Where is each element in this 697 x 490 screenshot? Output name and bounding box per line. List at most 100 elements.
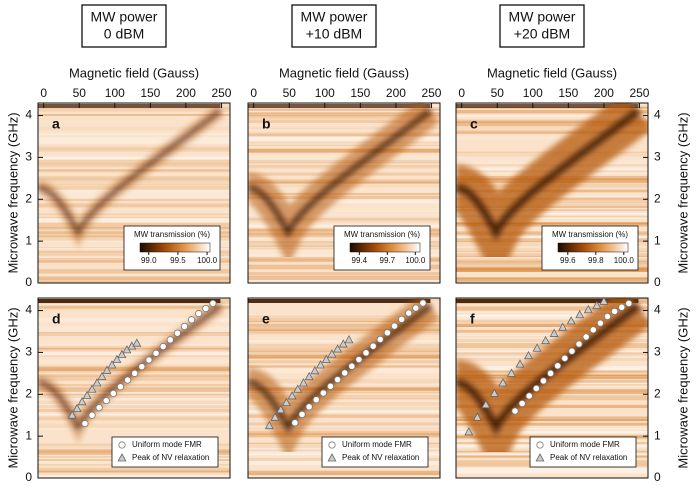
heatmap-stripe <box>38 109 230 112</box>
heatmap-stripe <box>38 349 230 355</box>
heatmap-stripe <box>248 273 440 279</box>
heatmap-stripe <box>38 398 230 401</box>
heatmap-stripe <box>38 470 230 473</box>
heatmap-stripe <box>38 330 230 333</box>
scatter-point <box>166 336 174 344</box>
heatmap-stripe <box>248 219 440 223</box>
scatter-point <box>316 360 326 369</box>
heatmap-stripe <box>456 109 648 113</box>
scatter-point <box>304 371 314 381</box>
scatter-point <box>116 383 125 391</box>
heatmap-stripe <box>456 108 648 110</box>
y-tick-label: 2 <box>654 191 661 205</box>
scatter-point <box>546 369 555 377</box>
scatter-point <box>87 384 97 393</box>
heatmap-stripe <box>248 107 440 111</box>
heatmap-stripe <box>456 472 648 474</box>
heatmap-stripe <box>456 120 648 124</box>
legend-box <box>529 436 637 468</box>
scatter-point <box>81 419 89 428</box>
y-tick-label: 0 <box>654 275 661 289</box>
panel: d 0 1 2 3 4 Uniform mode FMR Peak of NV relaxat… <box>25 297 231 484</box>
scatter-point <box>138 363 146 371</box>
heatmap-stripe <box>38 276 230 281</box>
scatter-point <box>618 303 626 311</box>
scatter-point <box>592 300 602 309</box>
scatter-point <box>561 354 569 362</box>
heatmap-stripe <box>248 132 440 134</box>
heatmap-stripe <box>38 213 230 216</box>
scatter-point <box>117 349 127 358</box>
legend-marker <box>118 441 126 449</box>
heatmap-stripe <box>456 325 648 327</box>
scatter-point <box>355 355 363 364</box>
heatmap-stripe <box>248 432 440 437</box>
y-tick-label: 4 <box>654 303 661 317</box>
scatter-point <box>583 304 593 314</box>
heatmap-stripe <box>248 430 440 436</box>
scatter-point <box>102 365 112 374</box>
heatmap-stripe <box>248 271 440 276</box>
heatmap-topband <box>38 104 221 108</box>
colorbar-title: MW transmission (%) <box>344 230 420 239</box>
panel-frame <box>37 297 231 479</box>
heatmap-stripe <box>38 412 230 416</box>
legend-marker <box>117 453 127 462</box>
heatmap-stripe <box>248 272 440 277</box>
x-tick-label: 100 <box>105 86 125 100</box>
scatter-point <box>341 369 349 377</box>
heatmap-stripe <box>456 120 648 123</box>
heatmap-stripe <box>248 215 440 220</box>
legend-marker <box>327 453 337 462</box>
heatmap-stripe <box>248 215 440 220</box>
scatter-point <box>88 411 96 419</box>
colorbar-tick-label: 99.0 <box>141 256 157 265</box>
scatter-point <box>541 335 551 345</box>
heatmap-stripe <box>456 110 648 113</box>
heatmap-stripe <box>38 326 230 331</box>
heatmap-stripe <box>248 199 440 204</box>
y-tick-label: 2 <box>654 386 661 400</box>
scatter-point <box>287 391 297 400</box>
header-box <box>499 4 585 48</box>
scatter-point <box>582 333 590 341</box>
heatmap-stripe <box>248 108 440 113</box>
y-tick-label: 3 <box>25 150 32 164</box>
heatmap-stripe <box>38 132 230 136</box>
heatmap-stripe <box>456 112 648 117</box>
panel-label: f <box>470 311 475 327</box>
scatter-point <box>515 359 525 368</box>
scatter-point <box>518 399 526 408</box>
scatter-point <box>419 299 427 307</box>
heatmap-stripe <box>248 207 440 213</box>
x-tick-label: 150 <box>140 86 160 100</box>
heatmap-stripe <box>248 408 440 413</box>
heatmap-stripe <box>456 215 648 218</box>
scatter-point <box>202 304 210 313</box>
scatter-point <box>506 368 516 377</box>
heatmap-stripe <box>248 112 440 114</box>
scatter-point <box>145 356 153 364</box>
heatmap-stripe <box>456 277 648 282</box>
heatmap-stripe <box>38 145 230 150</box>
colorbar-title: MW transmission (%) <box>134 230 210 239</box>
heatmap-stripe <box>248 323 440 327</box>
scatter-point <box>369 342 377 350</box>
heatmap-stripe <box>248 329 440 334</box>
heatmap-stripe <box>456 213 648 215</box>
heatmap-stripe <box>248 328 440 331</box>
heatmap-topband <box>38 299 221 303</box>
heatmap-stripe <box>456 306 648 311</box>
heatmap-stripe <box>456 433 648 436</box>
scatter-point <box>132 338 142 347</box>
y-axis-label: Microwave frequency (GHz) <box>675 307 690 468</box>
scatter-point <box>589 326 597 334</box>
heatmap-stripe <box>456 419 648 422</box>
y-tick-label: 1 <box>654 233 661 247</box>
heatmap-stripe <box>456 207 648 210</box>
heatmap-stripe <box>38 394 230 400</box>
colorbar-tick-label: 99.5 <box>170 256 186 265</box>
heatmap-stripe <box>38 472 230 477</box>
heatmap-stripe <box>248 326 440 332</box>
